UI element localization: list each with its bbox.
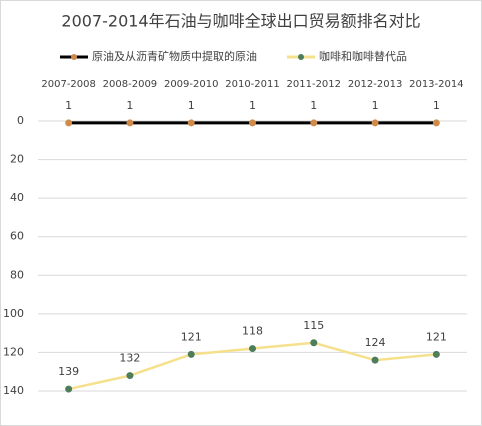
data-point — [371, 119, 379, 127]
y-tick-label: 0 — [17, 114, 24, 127]
x-tick-label: 2012-2013 — [348, 79, 403, 90]
data-label: 124 — [365, 336, 386, 349]
data-label: 139 — [58, 365, 79, 378]
x-tick-label: 2010-2011 — [225, 79, 280, 90]
y-tick-label: 20 — [10, 153, 24, 166]
legend-marker — [298, 54, 304, 60]
data-label: 1 — [126, 99, 133, 112]
y-tick-label: 140 — [3, 384, 24, 397]
y-tick-label: 80 — [10, 268, 24, 281]
data-label: 1 — [249, 99, 256, 112]
chart-title: 2007-2014年石油与咖啡全球出口贸易额排名对比 — [61, 12, 420, 31]
data-point — [310, 339, 318, 347]
data-label: 1 — [188, 99, 195, 112]
legend-marker — [71, 54, 77, 60]
data-label: 115 — [303, 319, 324, 332]
data-label: 121 — [426, 330, 447, 343]
y-tick-label: 40 — [10, 191, 24, 204]
x-tick-label: 2008-2009 — [103, 79, 158, 90]
x-tick-label: 2013-2014 — [409, 79, 464, 90]
data-point — [310, 119, 318, 127]
data-point — [126, 119, 134, 127]
data-label: 1 — [433, 99, 440, 112]
data-point — [249, 119, 256, 127]
data-point — [249, 345, 256, 353]
legend-label: 咖啡和咖啡替代品 — [319, 49, 407, 63]
data-point — [187, 119, 195, 127]
data-label: 121 — [181, 330, 202, 343]
y-tick-label: 100 — [3, 307, 24, 320]
x-tick-label: 2007-2008 — [41, 79, 96, 90]
data-point — [371, 356, 379, 364]
data-point — [65, 119, 73, 127]
data-point — [432, 350, 440, 358]
x-tick-label: 2009-2010 — [164, 79, 219, 90]
x-tick-label: 2011-2012 — [287, 79, 342, 90]
y-tick-label: 120 — [3, 345, 24, 358]
data-label: 118 — [242, 325, 263, 338]
legend-label: 原油及从沥青矿物质中提取的原油 — [92, 49, 257, 63]
data-label: 1 — [310, 99, 317, 112]
data-label: 132 — [119, 352, 140, 365]
data-point — [187, 350, 195, 358]
data-label: 1 — [372, 99, 379, 112]
data-point — [65, 385, 73, 393]
data-point — [126, 372, 134, 380]
y-tick-label: 60 — [10, 230, 24, 243]
data-point — [432, 119, 440, 127]
data-label: 1 — [65, 99, 72, 112]
